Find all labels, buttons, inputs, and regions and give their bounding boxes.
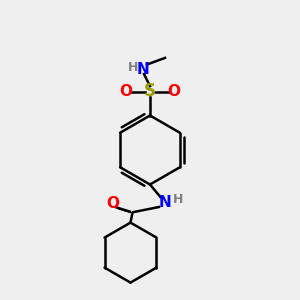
Text: H: H	[128, 61, 139, 74]
Text: O: O	[119, 84, 133, 99]
Text: N: N	[159, 195, 171, 210]
Text: O: O	[106, 196, 119, 211]
Text: O: O	[167, 84, 181, 99]
Text: H: H	[172, 193, 183, 206]
Text: N: N	[137, 61, 150, 76]
Text: S: S	[144, 82, 156, 100]
